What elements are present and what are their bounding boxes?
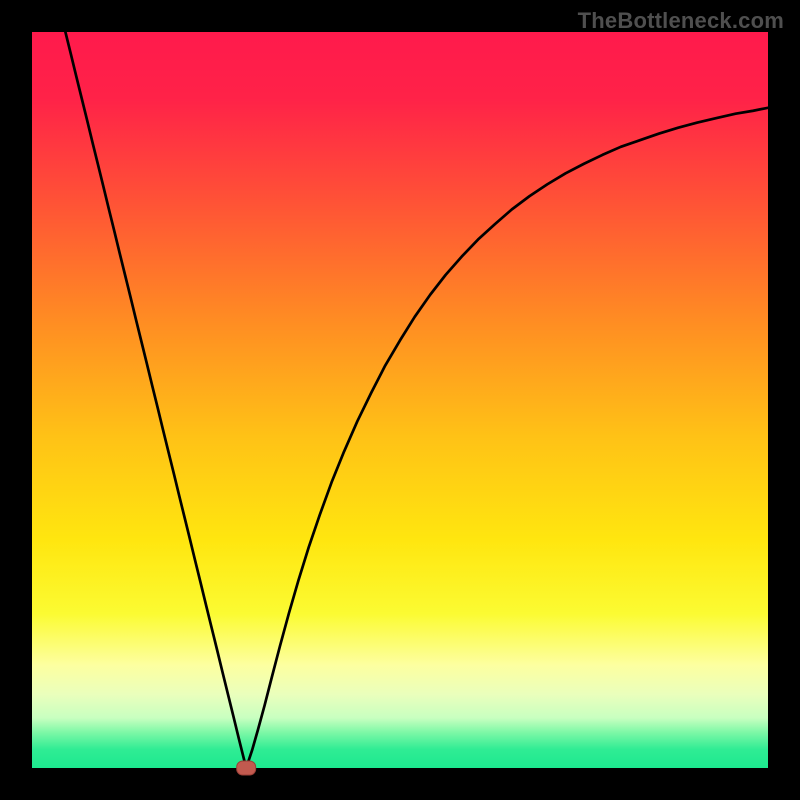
bottleneck-chart [0,0,800,800]
minimum-marker [237,761,256,775]
chart-container: { "attribution": { "text": "TheBottlenec… [0,0,800,800]
attribution-text: TheBottleneck.com [578,8,784,34]
